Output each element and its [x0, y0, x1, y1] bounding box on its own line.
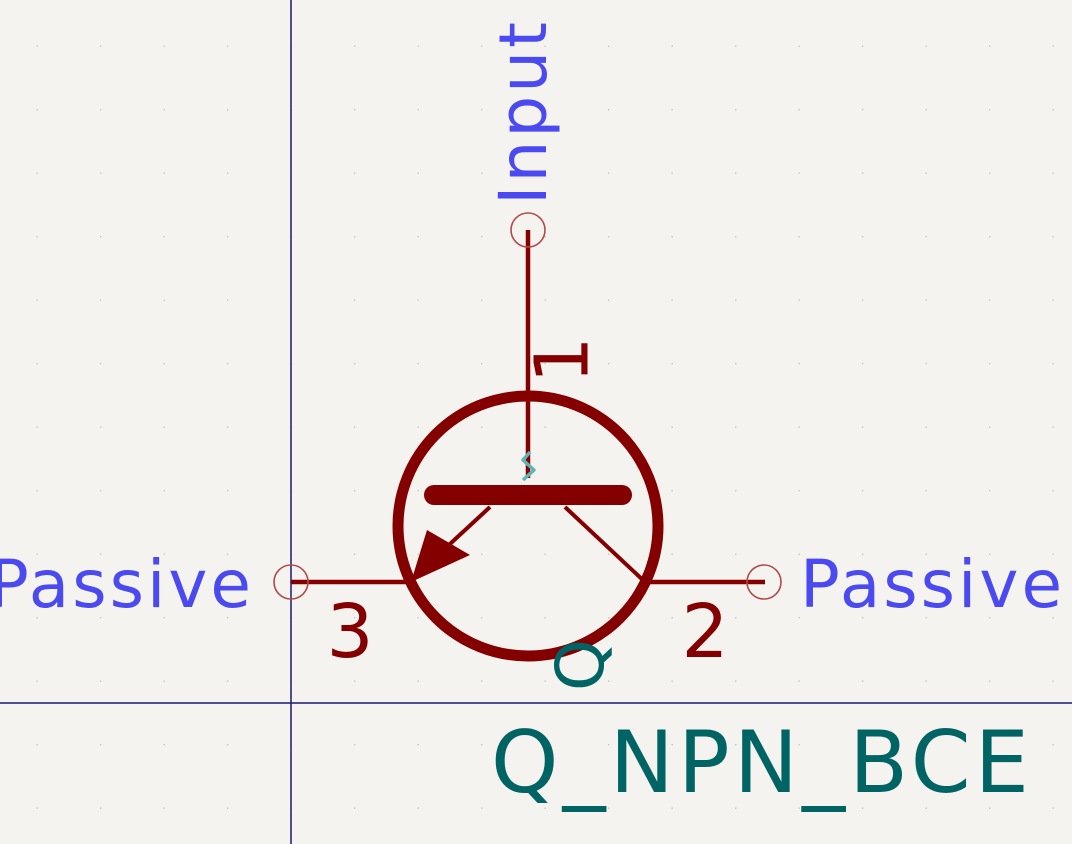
pin-number-collector: 2 [681, 589, 728, 675]
pin-number-base: 1 [520, 336, 606, 383]
symbol-value[interactable]: Q_NPN_BCE [491, 713, 1033, 813]
pin-number-emitter: 3 [326, 589, 373, 675]
collector-lead [563, 505, 647, 584]
pin-endpoint-emitter[interactable] [273, 564, 309, 600]
pin-type-emitter: Passive [0, 546, 254, 623]
emitter-arrow [411, 530, 470, 582]
unconnected-squiggle-icon [521, 450, 536, 482]
pin-endpoint-base[interactable] [510, 212, 546, 248]
pin-endpoint-collector[interactable] [746, 564, 782, 600]
pin-type-base: Input [485, 19, 562, 205]
reference-designator[interactable]: Q [542, 639, 619, 691]
pin-type-collector: Passive [800, 546, 1065, 623]
